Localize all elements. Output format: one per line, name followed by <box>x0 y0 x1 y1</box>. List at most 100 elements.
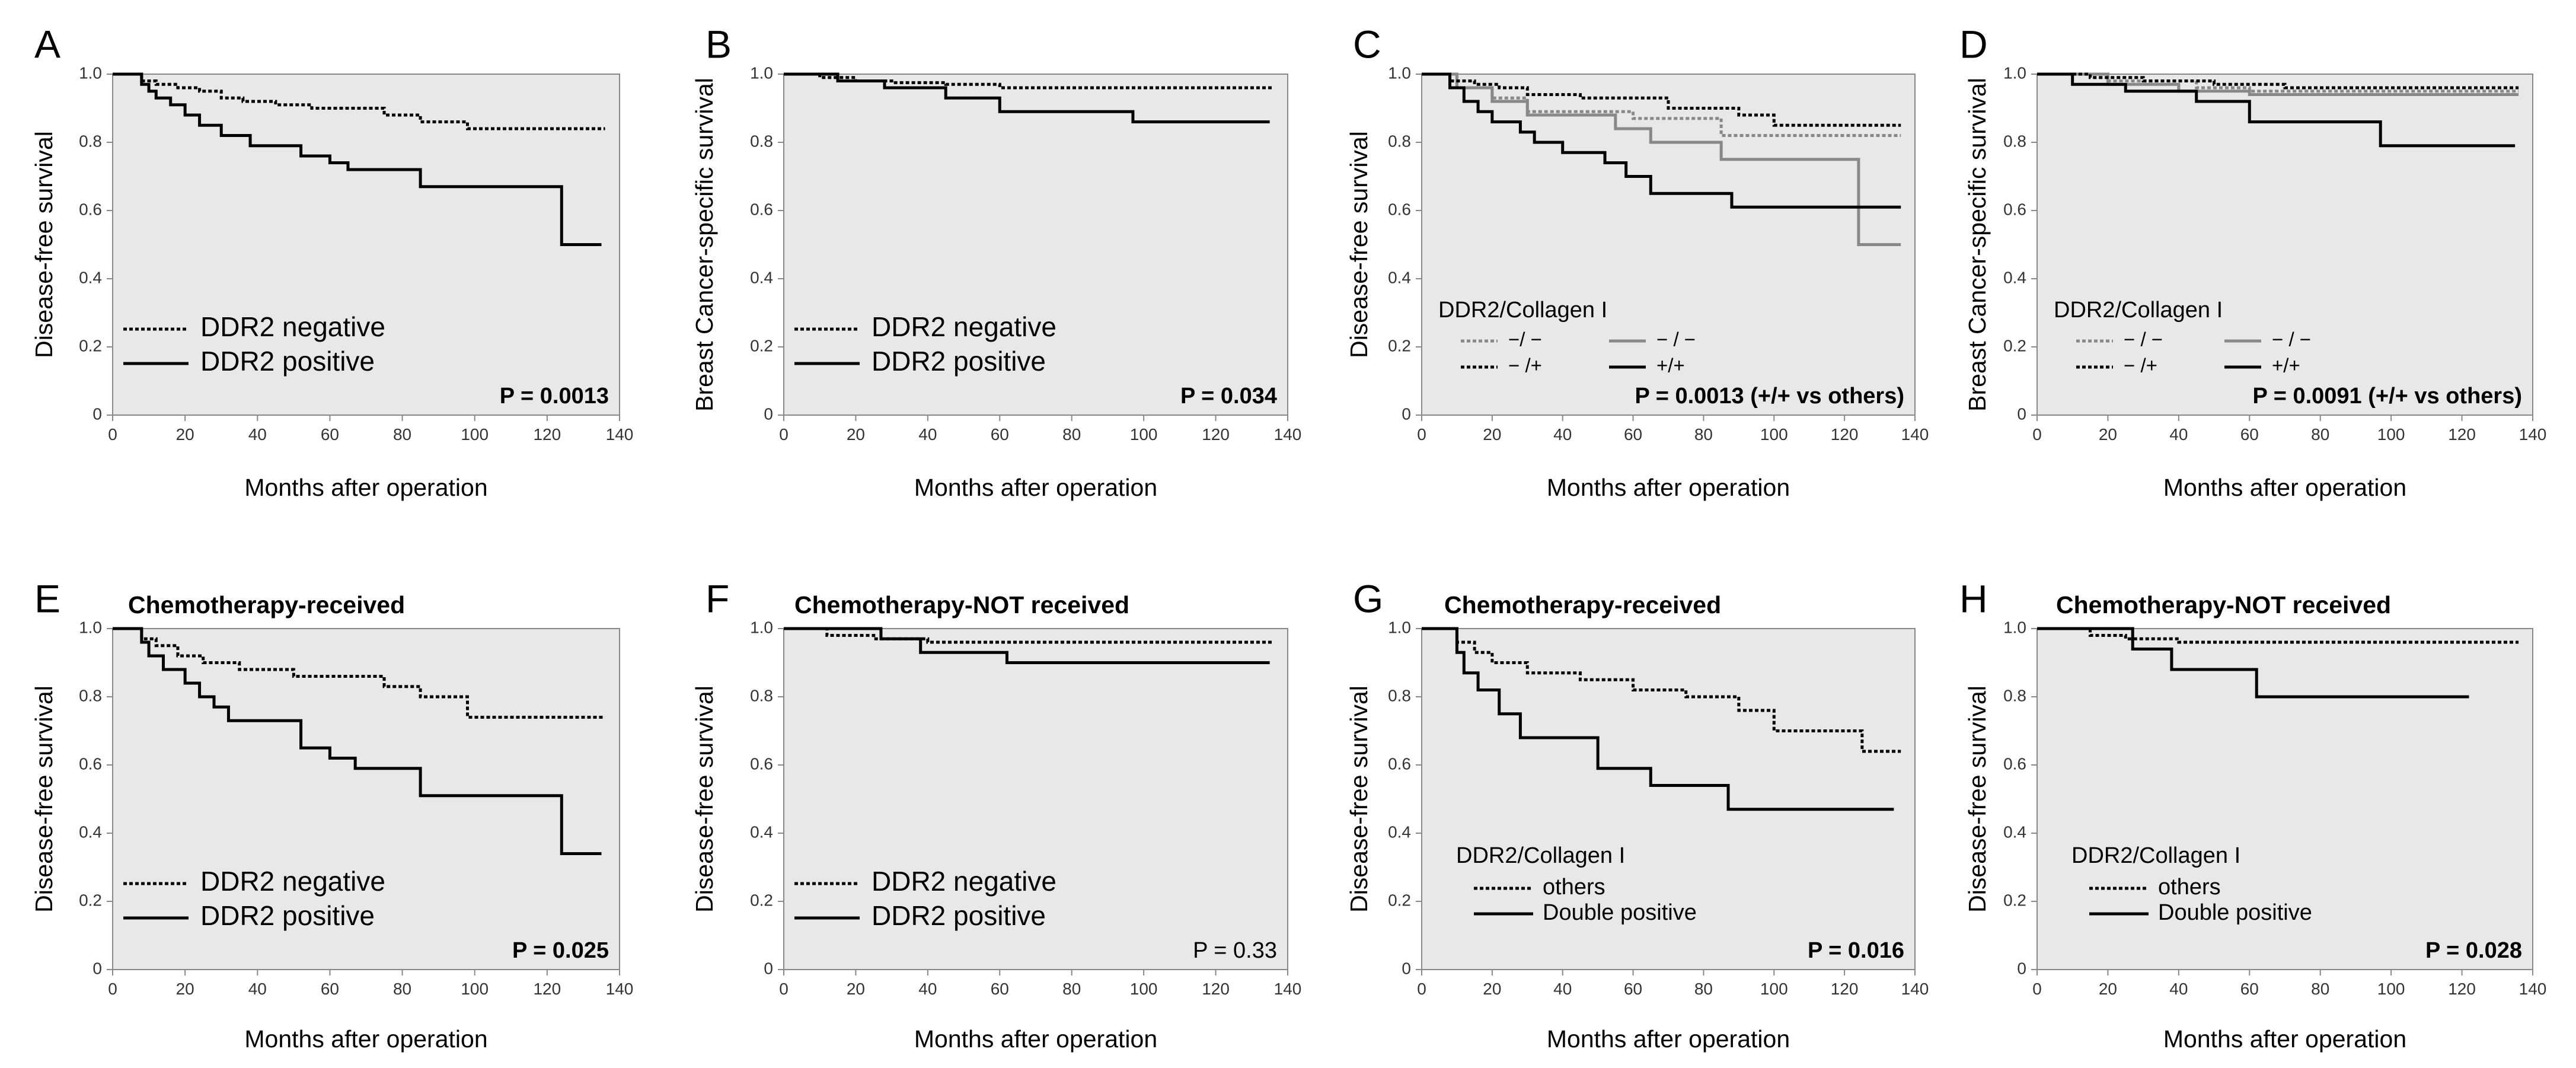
legend-label: +/+ <box>2272 355 2300 377</box>
panel-B: B 0 20 40 60 80 100 120 140 0 0.2 0.4 0.6 0.8 1.0 Month… <box>691 22 1302 500</box>
y-tick-label: 0 <box>764 404 773 423</box>
x-tick-label: 20 <box>2099 980 2117 998</box>
panel-letter: A <box>34 22 60 66</box>
plot-area <box>112 74 620 416</box>
x-tick-label: 80 <box>1062 425 1081 444</box>
legend-title: DDR2/Collagen I <box>2054 298 2223 323</box>
legend-title: DDR2/Collagen I <box>1456 843 1625 868</box>
survival-curve <box>2037 72 2519 96</box>
p-value: P = 0.33 <box>1193 938 1277 963</box>
x-tick-label: 80 <box>1694 980 1713 998</box>
x-tick-label: 0 <box>108 980 117 998</box>
y-tick-label: 0.2 <box>1388 891 1411 909</box>
panel-letter: F <box>706 576 729 620</box>
y-tick-label: 1.0 <box>2003 63 2026 82</box>
survival-curve <box>113 72 602 246</box>
panel-letter: E <box>34 576 60 620</box>
x-tick-label: 120 <box>2448 425 2476 444</box>
x-tick-label: 20 <box>1483 980 1501 998</box>
y-axis-label: Disease-free survival <box>1345 686 1372 913</box>
x-axis-label: Months after operation <box>2163 1025 2406 1053</box>
y-tick-label: 1.0 <box>750 63 773 82</box>
panel-H: H Chemotherapy-NOT received 0 20 40 60 80 100 12… <box>1959 576 2546 1052</box>
y-tick-label: 0.4 <box>79 268 102 286</box>
legend-label: −/ − <box>1508 329 1542 350</box>
x-tick-label: 100 <box>2377 425 2405 444</box>
plot-area <box>1421 74 1916 416</box>
x-tick-label: 80 <box>1694 425 1713 444</box>
y-tick-label: 1.0 <box>79 63 102 82</box>
y-axis-label: Disease-free survival <box>30 686 58 913</box>
panel-subtitle: Chemotherapy-received <box>1444 591 1721 619</box>
y-tick-label: 0.8 <box>750 132 773 150</box>
x-axis-label: Months after operation <box>2163 474 2406 501</box>
legend: DDR2/Collagen I −/ − − /+ − / − +/+ <box>1438 298 1696 377</box>
legend-label: − /+ <box>2124 355 2157 377</box>
legend-label: others <box>2158 875 2221 900</box>
x-axis-label: Months after operation <box>914 1025 1157 1053</box>
survival-curve <box>784 72 1273 90</box>
p-value: P = 0.034 <box>1180 384 1277 409</box>
x-tick-label: 0 <box>779 980 789 998</box>
y-tick-label: 0.2 <box>750 891 773 909</box>
legend-label: others <box>1543 875 1605 900</box>
y-tick-label: 0.8 <box>79 686 102 704</box>
legend-label: Double positive <box>2158 900 2312 925</box>
x-tick-label: 80 <box>2311 980 2329 998</box>
panel-C: C 0 20 40 60 80 100 120 140 0 0.2 0.4 0.6 0.8 1.0 Month… <box>1345 22 1929 500</box>
x-tick-label: 120 <box>1202 425 1230 444</box>
y-tick-label: 0.4 <box>1388 268 1411 286</box>
p-value: P = 0.016 <box>1808 938 1904 963</box>
y-tick-label: 0.6 <box>2003 200 2026 218</box>
panel-subtitle: Chemotherapy-NOT received <box>794 591 1129 619</box>
x-tick-label: 100 <box>2377 980 2405 998</box>
survival-curve <box>113 627 602 855</box>
x-tick-label: 20 <box>847 980 865 998</box>
y-tick-label: 0.4 <box>1388 822 1411 841</box>
legend-label: DDR2 negative <box>872 866 1056 897</box>
panel-D: D 0 20 40 60 80 100 120 140 0 0.2 0.4 0.6 0.8 1.0 Month… <box>1959 22 2546 500</box>
y-tick-label: 0.8 <box>2003 686 2026 704</box>
x-tick-label: 120 <box>2448 980 2476 998</box>
x-tick-label: 60 <box>321 425 339 444</box>
y-axis-label: Disease-free survival <box>30 131 58 358</box>
survival-curve <box>784 627 1270 664</box>
p-value: P = 0.0091 (+/+ vs others) <box>2252 384 2522 409</box>
survival-curve <box>1422 72 1901 246</box>
x-tick-label: 60 <box>2240 980 2259 998</box>
panel-subtitle: Chemotherapy-NOT received <box>2056 591 2391 619</box>
y-tick-label: 0 <box>1402 404 1411 423</box>
p-value: P = 0.025 <box>512 938 609 963</box>
panel-letter: H <box>1959 576 1988 620</box>
x-axis-label: Months after operation <box>1547 1025 1790 1053</box>
legend-label: DDR2 negative <box>200 866 385 897</box>
y-tick-label: 0.8 <box>1388 132 1411 150</box>
y-tick-label: 0 <box>2017 404 2026 423</box>
y-axis-label: Breast Cancer-specific survival <box>1964 78 1991 412</box>
survival-curve <box>2037 72 2519 90</box>
y-axis-label: Disease-free survival <box>1964 686 1991 913</box>
x-tick-label: 140 <box>606 425 634 444</box>
panel-E: E Chemotherapy-received 0 20 40 60 80 100 120 140… <box>30 576 634 1052</box>
x-tick-label: 140 <box>1901 425 1929 444</box>
plot-area <box>783 74 1288 416</box>
y-tick-label: 0.4 <box>2003 268 2026 286</box>
x-tick-label: 140 <box>1274 980 1302 998</box>
x-tick-label: 20 <box>847 425 865 444</box>
x-tick-label: 60 <box>2240 425 2259 444</box>
y-tick-label: 0.4 <box>79 822 102 841</box>
y-tick-label: 0.8 <box>79 132 102 150</box>
x-tick-label: 40 <box>2169 980 2188 998</box>
y-tick-label: 1.0 <box>1388 63 1411 82</box>
x-tick-label: 140 <box>1901 980 1929 998</box>
x-tick-label: 80 <box>393 980 411 998</box>
legend: DDR2/Collagen I − / − − /+ − / − +/+ <box>2054 298 2311 377</box>
p-value: P = 0.028 <box>2425 938 2522 963</box>
legend-label: Double positive <box>1543 900 1697 925</box>
y-tick-label: 1.0 <box>750 618 773 636</box>
survival-curve <box>1422 627 1894 811</box>
x-axis-label: Months after operation <box>244 1025 487 1053</box>
x-tick-label: 80 <box>1062 980 1081 998</box>
y-tick-label: 0.2 <box>2003 891 2026 909</box>
